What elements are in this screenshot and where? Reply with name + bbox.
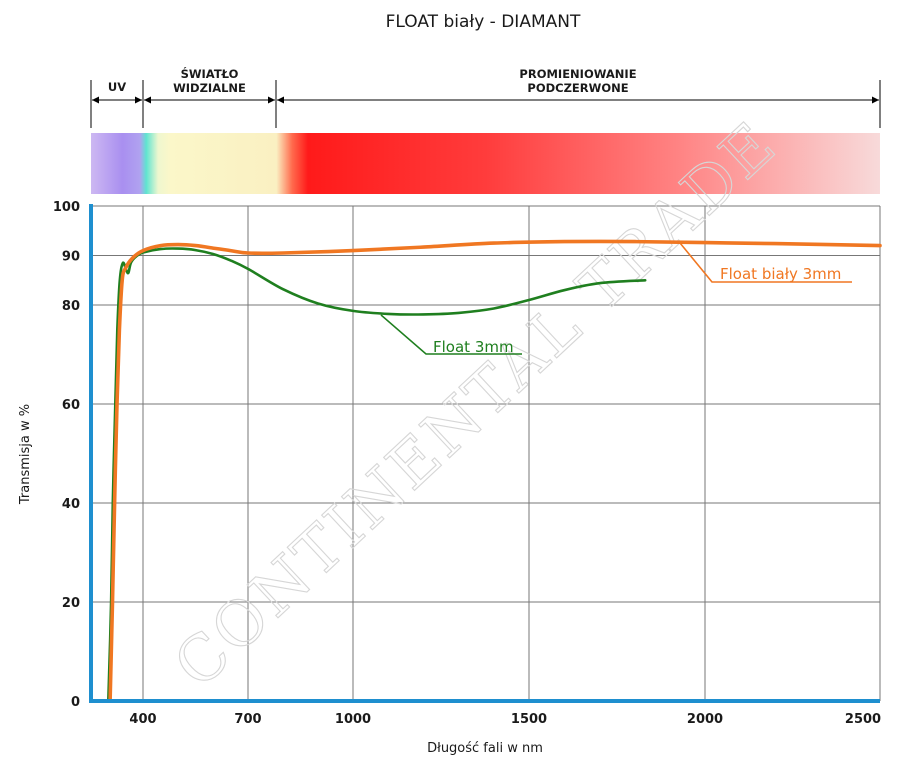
series xyxy=(107,239,882,703)
series-labels: Float biały 3mm Float 3mm xyxy=(380,242,852,356)
y-tick-label: 0 xyxy=(71,695,80,710)
series-label-text: Float 3mm xyxy=(433,338,514,356)
series-label-text: Float biały 3mm xyxy=(720,265,841,283)
spectrum-bands: UVŚWIATŁOWIDZIALNEPROMIENIOWANIEPODCZERW… xyxy=(90,66,881,128)
series-leader-line xyxy=(380,314,522,355)
band-bracket: UV xyxy=(90,80,144,128)
series-line xyxy=(108,239,882,703)
axes xyxy=(89,204,880,703)
arrowhead-icon xyxy=(135,96,142,104)
series-label: Float biały 3mm xyxy=(679,242,852,283)
band-label: PODCZERWONE xyxy=(527,81,628,95)
x-tick-label: 1500 xyxy=(511,712,547,727)
x-tick-label: 700 xyxy=(234,712,261,727)
band-label: UV xyxy=(108,80,126,94)
y-tick-label: 90 xyxy=(62,250,80,265)
y-tick-label: 20 xyxy=(62,596,80,611)
chart-title: FLOAT biały - DIAMANT xyxy=(386,12,581,32)
y-tick-label: 80 xyxy=(62,299,80,314)
arrowhead-icon xyxy=(277,96,284,104)
band-label: PROMIENIOWANIE xyxy=(519,67,636,81)
series-label: Float 3mm xyxy=(380,314,522,356)
x-tick-label: 1000 xyxy=(335,712,371,727)
y-tick-label: 100 xyxy=(53,200,80,215)
y-tick-label: 40 xyxy=(62,497,80,512)
band-label: ŚWIATŁO xyxy=(181,66,239,81)
y-tick-label: 60 xyxy=(62,398,80,413)
arrowhead-icon xyxy=(872,96,879,104)
arrowhead-icon xyxy=(92,96,99,104)
series-leader-line xyxy=(679,242,852,283)
x-tick-label: 400 xyxy=(129,712,156,727)
spectrum-bar xyxy=(91,133,880,194)
tick-labels: 0 20 40 60 80 90 100 400 700 1000 1500 2000 2500 xyxy=(53,200,881,727)
x-tick-label: 2500 xyxy=(845,712,881,727)
band-label: WIDZIALNE xyxy=(173,81,246,95)
series-line xyxy=(107,247,647,703)
x-axis-label: Długość fali w nm xyxy=(427,741,543,756)
arrowhead-icon xyxy=(268,96,275,104)
grid xyxy=(91,205,881,701)
y-axis-label: Transmisja w % xyxy=(18,404,33,505)
arrowhead-icon xyxy=(144,96,151,104)
x-tick-label: 2000 xyxy=(687,712,723,727)
